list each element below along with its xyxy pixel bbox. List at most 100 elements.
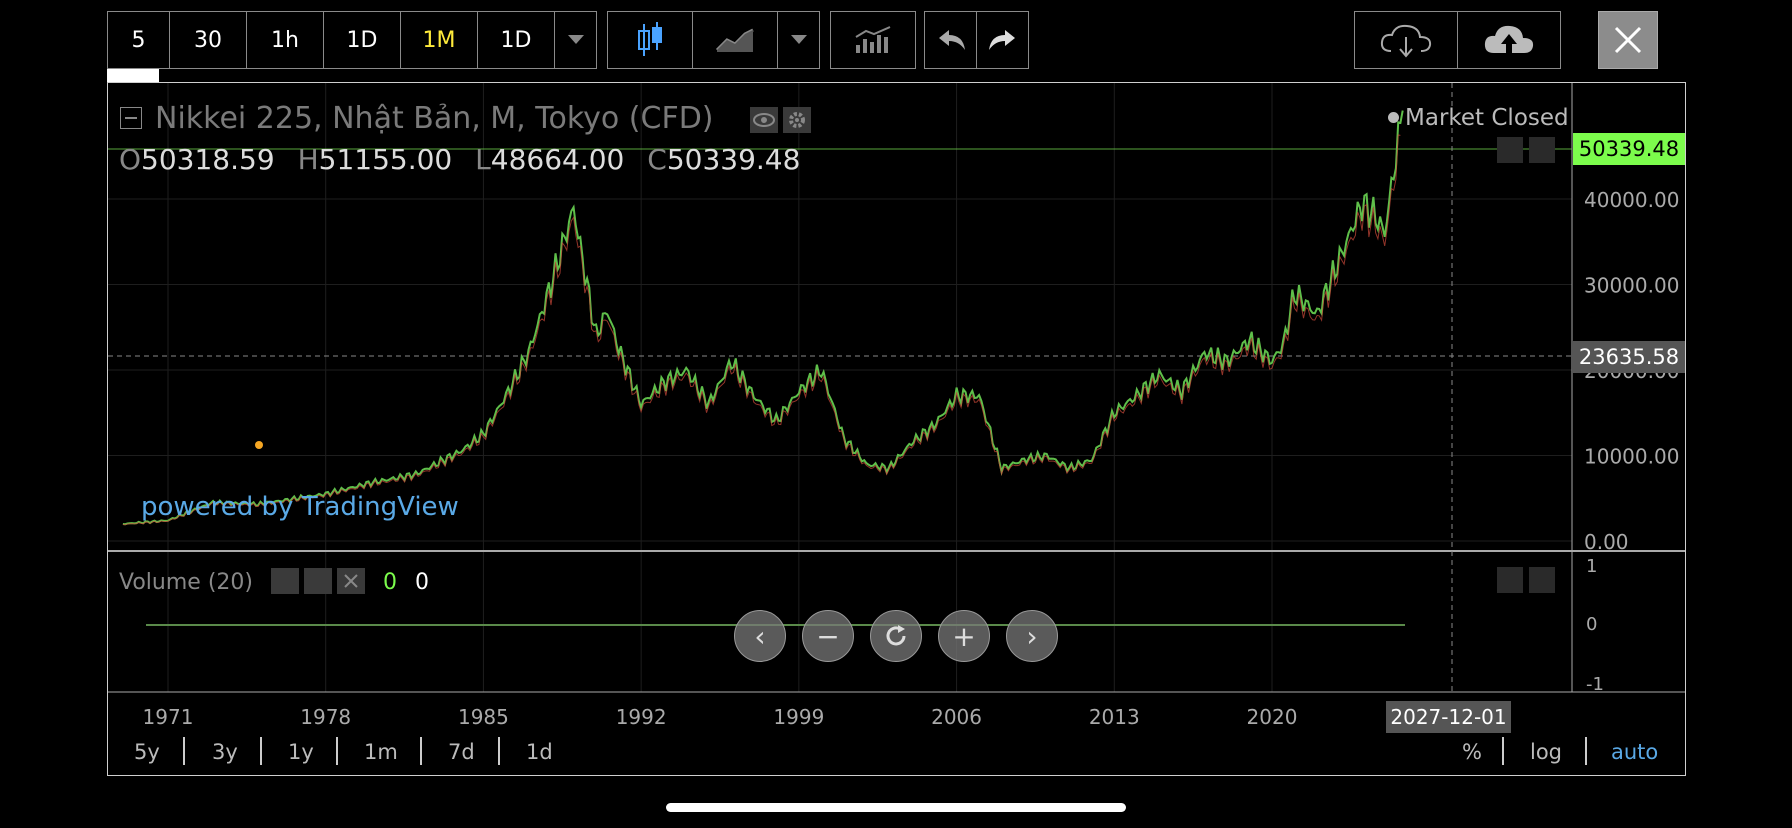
time-axis-label: 2013 xyxy=(1089,705,1140,729)
reset-button[interactable] xyxy=(870,610,922,662)
interval-1h-button[interactable]: 1h xyxy=(246,11,324,69)
redo-icon xyxy=(988,30,1015,50)
status-dot-icon xyxy=(1388,112,1399,123)
tradingview-watermark[interactable]: powered by TradingView xyxy=(141,492,459,522)
compare-button[interactable] xyxy=(830,11,916,69)
price-axis-label: 0.00 xyxy=(1584,530,1629,554)
time-axis-label: 2020 xyxy=(1247,705,1298,729)
ohlc-row: O50318.59 H51155.00 L48664.00 C50339.48 xyxy=(119,143,800,176)
save-chart-button[interactable] xyxy=(1457,11,1561,69)
indicators-button[interactable] xyxy=(692,11,778,69)
interval-30-button[interactable]: 30 xyxy=(169,11,247,69)
range-bar xyxy=(108,731,1685,775)
interval-1m-button[interactable]: 1M xyxy=(400,11,478,69)
zoom-in-button[interactable]: + xyxy=(938,610,990,662)
range-separator xyxy=(420,737,422,765)
time-axis-label: 1985 xyxy=(458,705,509,729)
range-1m-button[interactable]: 1m xyxy=(364,740,398,764)
scroll-indicator[interactable] xyxy=(107,69,159,82)
high-value: 51155.00 xyxy=(318,143,453,176)
caret-down-icon xyxy=(790,35,807,44)
range-separator xyxy=(260,737,262,765)
low-value: 48664.00 xyxy=(490,143,625,176)
time-axis-labels: 1971 1978 1985 1992 1999 2006 2013 2020 xyxy=(143,705,1298,729)
scale-separator xyxy=(1585,737,1587,765)
undo-button[interactable] xyxy=(924,11,977,69)
high-label: H xyxy=(297,143,319,176)
range-3y-button[interactable]: 3y xyxy=(212,740,238,764)
close-button[interactable] xyxy=(1598,11,1658,69)
scroll-left-button[interactable]: ‹ xyxy=(734,610,786,662)
scale-separator xyxy=(1502,737,1504,765)
interval-5-button[interactable]: 5 xyxy=(107,11,170,69)
range-1d-button[interactable]: 1d xyxy=(526,740,553,764)
refresh-icon xyxy=(886,625,906,646)
home-indicator[interactable] xyxy=(666,803,1126,812)
crosshair-date-badge: 2027-12-01 xyxy=(1386,701,1511,733)
range-separator xyxy=(498,737,500,765)
time-axis-label: 2006 xyxy=(931,705,982,729)
redo-button[interactable] xyxy=(976,11,1029,69)
volume-eye-icon[interactable] xyxy=(271,568,299,594)
percent-scale-button[interactable]: % xyxy=(1462,740,1482,764)
time-axis-label: 1999 xyxy=(773,705,824,729)
range-7d-button[interactable]: 7d xyxy=(448,740,475,764)
volume-axis-label-minus1: -1 xyxy=(1586,674,1604,695)
undo-icon xyxy=(938,30,965,50)
volume-scale-fit-icon[interactable] xyxy=(1529,567,1555,593)
volume-gear-icon[interactable] xyxy=(304,568,332,594)
interval-1d-button[interactable]: 1D xyxy=(323,11,401,69)
price-axis-label: 40000.00 xyxy=(1584,188,1679,212)
chart-style-candles-button[interactable] xyxy=(607,11,693,69)
volume-value-green: 0 xyxy=(383,570,397,595)
close-label: C xyxy=(647,143,667,176)
load-chart-button[interactable] xyxy=(1354,11,1458,69)
time-axis-label: 1978 xyxy=(300,705,351,729)
time-axis-label: 1992 xyxy=(616,705,667,729)
price-series-line xyxy=(122,110,1404,526)
cloud-upload-icon xyxy=(1484,25,1534,53)
last-price-badge: 50339.48 xyxy=(1573,133,1685,165)
price-axis-label: 30000.00 xyxy=(1584,274,1679,298)
time-axis-label: 1971 xyxy=(143,705,194,729)
interval-current-button[interactable]: 1D xyxy=(477,11,555,69)
crosshair-price-badge: 23635.58 xyxy=(1573,341,1685,373)
log-scale-button[interactable]: log xyxy=(1530,740,1563,764)
scale-down-icon[interactable] xyxy=(1497,137,1523,163)
grid-lines xyxy=(108,83,1572,692)
open-value: 50318.59 xyxy=(141,143,275,176)
low-label: L xyxy=(475,143,491,176)
volume-scale-up-icon[interactable] xyxy=(1497,567,1523,593)
volume-remove-icon[interactable] xyxy=(337,568,365,594)
close-icon xyxy=(1614,26,1642,54)
bar-chart-icon xyxy=(855,26,891,53)
auto-scale-button[interactable]: auto xyxy=(1611,740,1659,764)
range-1y-button[interactable]: 1y xyxy=(288,740,314,764)
caret-down-icon xyxy=(567,35,584,44)
market-status: Market Closed xyxy=(1388,105,1569,131)
volume-axis-label-1: 1 xyxy=(1586,556,1598,577)
eye-icon[interactable] xyxy=(750,107,778,133)
scale-fit-icon[interactable] xyxy=(1529,137,1555,163)
event-marker[interactable] xyxy=(255,441,263,449)
legend-collapse-icon[interactable] xyxy=(120,107,142,129)
volume-axis-label-0: 0 xyxy=(1586,614,1598,635)
scroll-right-button[interactable]: › xyxy=(1006,610,1058,662)
volume-value-white: 0 xyxy=(415,570,429,595)
volume-title: Volume (20) xyxy=(119,570,253,595)
range-5y-button[interactable]: 5y xyxy=(134,740,160,764)
price-axis-label: 10000.00 xyxy=(1584,445,1679,469)
open-label: O xyxy=(119,143,142,176)
range-separator xyxy=(336,737,338,765)
candlestick-icon xyxy=(638,22,662,56)
zoom-out-button[interactable]: − xyxy=(802,610,854,662)
interval-dropdown-button[interactable] xyxy=(554,11,597,69)
range-separator xyxy=(183,737,185,765)
indicators-dropdown-button[interactable] xyxy=(777,11,820,69)
cloud-download-icon xyxy=(1380,24,1432,58)
gear-icon[interactable] xyxy=(783,107,811,133)
price-series-shadow xyxy=(122,134,1401,526)
series-title: Nikkei 225, Nhật Bản, M, Tokyo (CFD) xyxy=(155,101,714,136)
close-value: 50339.48 xyxy=(666,143,801,176)
